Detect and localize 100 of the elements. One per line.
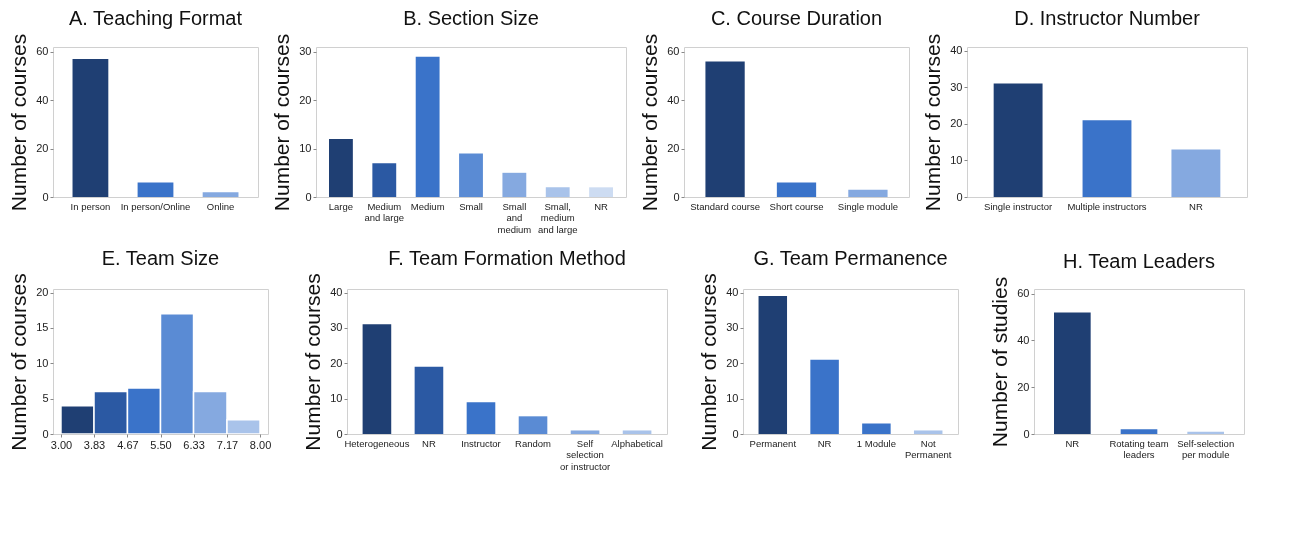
y-tick-label: 20: [726, 356, 739, 369]
x-tick-label: Random: [515, 437, 552, 449]
y-tick-label: 5: [42, 392, 49, 405]
y-tick-label: 10: [330, 392, 343, 405]
y-axis-title: Number of courses: [7, 33, 31, 212]
bar: [862, 423, 891, 434]
bar: [502, 172, 527, 197]
bar: [705, 61, 745, 197]
bar: [545, 187, 570, 197]
bar: [372, 163, 397, 197]
bar: [329, 138, 353, 197]
y-tick-label: 40: [667, 93, 680, 106]
y-tick-label: 30: [299, 45, 312, 58]
y-tick-label: 0: [732, 427, 739, 440]
bar: [810, 359, 839, 434]
bar: [758, 296, 788, 434]
y-tick-label: 0: [305, 190, 312, 203]
y-tick-label: 40: [36, 93, 49, 106]
y-axis-title: Number of courses: [301, 273, 325, 451]
x-tick-label: Standard course: [690, 200, 760, 212]
chart-title: B. Section Size: [403, 7, 539, 30]
x-tick-label: Large: [328, 200, 354, 212]
chart-title: A. Teaching Format: [68, 7, 243, 30]
y-tick-label: 40: [950, 44, 963, 57]
y-tick-label: 30: [726, 321, 739, 334]
x-tick-label: Short course: [769, 200, 824, 212]
y-tick-label: 60: [1017, 287, 1030, 300]
x-tick-label: NR: [817, 437, 832, 449]
y-tick-label: 0: [1023, 427, 1030, 440]
x-tick-label: Medium: [410, 200, 445, 212]
bar: [570, 430, 600, 434]
y-tick-label: 20: [330, 356, 343, 369]
bar: [362, 324, 392, 434]
x-tick-label: 5.50: [150, 438, 172, 451]
bar: [913, 430, 943, 434]
y-tick-label: 0: [673, 190, 680, 203]
bar: [589, 187, 613, 197]
x-tick-label: Permanent: [749, 437, 797, 449]
chart-title: E. Team Size: [101, 246, 220, 269]
y-axis-title: Number of courses: [270, 33, 294, 212]
chart-title: G. Team Permanence: [753, 246, 948, 269]
x-tick-label: 6.33: [183, 438, 205, 451]
chart-title: C. Course Duration: [710, 7, 883, 30]
bar: [415, 56, 440, 197]
x-tick-label: NR: [1189, 200, 1203, 212]
x-tick-label: 1 Module: [856, 437, 896, 449]
bar: [518, 416, 548, 434]
bar: [72, 59, 109, 197]
x-tick-label: Single instructor: [984, 200, 1053, 212]
y-tick-label: 0: [956, 190, 963, 203]
y-tick-label: 10: [726, 392, 739, 405]
y-tick-label: 10: [950, 153, 963, 166]
x-tick-label: Not Permanent: [904, 437, 952, 460]
x-tick-label: Single module: [837, 200, 899, 212]
y-tick-label: 20: [36, 142, 49, 155]
bar: [466, 402, 496, 434]
x-tick-label: Small and medium: [497, 200, 532, 235]
y-tick-label: 10: [299, 142, 312, 155]
x-tick-label: 4.67: [117, 438, 139, 451]
x-tick-label: Self selection or instructor: [559, 437, 611, 472]
y-tick-label: 60: [36, 45, 49, 58]
bar: [1054, 312, 1091, 434]
y-tick-label: 0: [42, 190, 49, 203]
bar: [622, 430, 652, 434]
x-tick-label: NR: [594, 200, 609, 212]
y-tick-label: 10: [36, 356, 49, 369]
y-tick-label: 20: [1017, 380, 1030, 393]
x-tick-label: 7.17: [216, 438, 239, 451]
y-tick-label: 60: [667, 45, 680, 58]
x-tick-label: Alphabetical: [611, 437, 663, 449]
x-tick-label: 3.00: [50, 438, 73, 451]
y-axis-title: Number of courses: [7, 273, 31, 451]
bar: [993, 83, 1043, 197]
bar: [202, 192, 239, 197]
y-tick-label: 30: [950, 80, 963, 93]
y-axis-title: Number of courses: [697, 273, 721, 451]
x-tick-label: Multiple instructors: [1067, 200, 1147, 212]
x-tick-label: 3.83: [83, 438, 106, 451]
y-tick-label: 0: [336, 427, 343, 440]
x-tick-label: In person: [70, 200, 111, 212]
bar: [137, 182, 174, 197]
chart-title: F. Team Formation Method: [388, 246, 626, 269]
x-tick-label: Instructor: [461, 437, 501, 449]
bar: [459, 153, 483, 197]
y-tick-label: 30: [330, 321, 343, 334]
x-tick-label: Online: [206, 200, 235, 212]
x-tick-label: Rotating team leaders: [1109, 437, 1169, 460]
x-tick-label: Heterogeneous: [344, 437, 410, 449]
x-tick-label: NR: [1065, 437, 1080, 449]
chart-title: H. Team Leaders: [1063, 250, 1215, 273]
y-tick-label: 15: [36, 321, 49, 334]
x-tick-label: In person/Online: [120, 200, 191, 212]
x-tick-label: Medium and large: [364, 200, 405, 223]
bar: [848, 189, 888, 197]
y-axis-title: Number of courses: [921, 33, 945, 212]
bar: [414, 366, 444, 434]
y-tick-label: 40: [726, 286, 739, 299]
y-tick-label: 0: [42, 427, 49, 440]
x-tick-label: Small: [459, 200, 483, 212]
y-tick-label: 40: [1017, 333, 1030, 346]
